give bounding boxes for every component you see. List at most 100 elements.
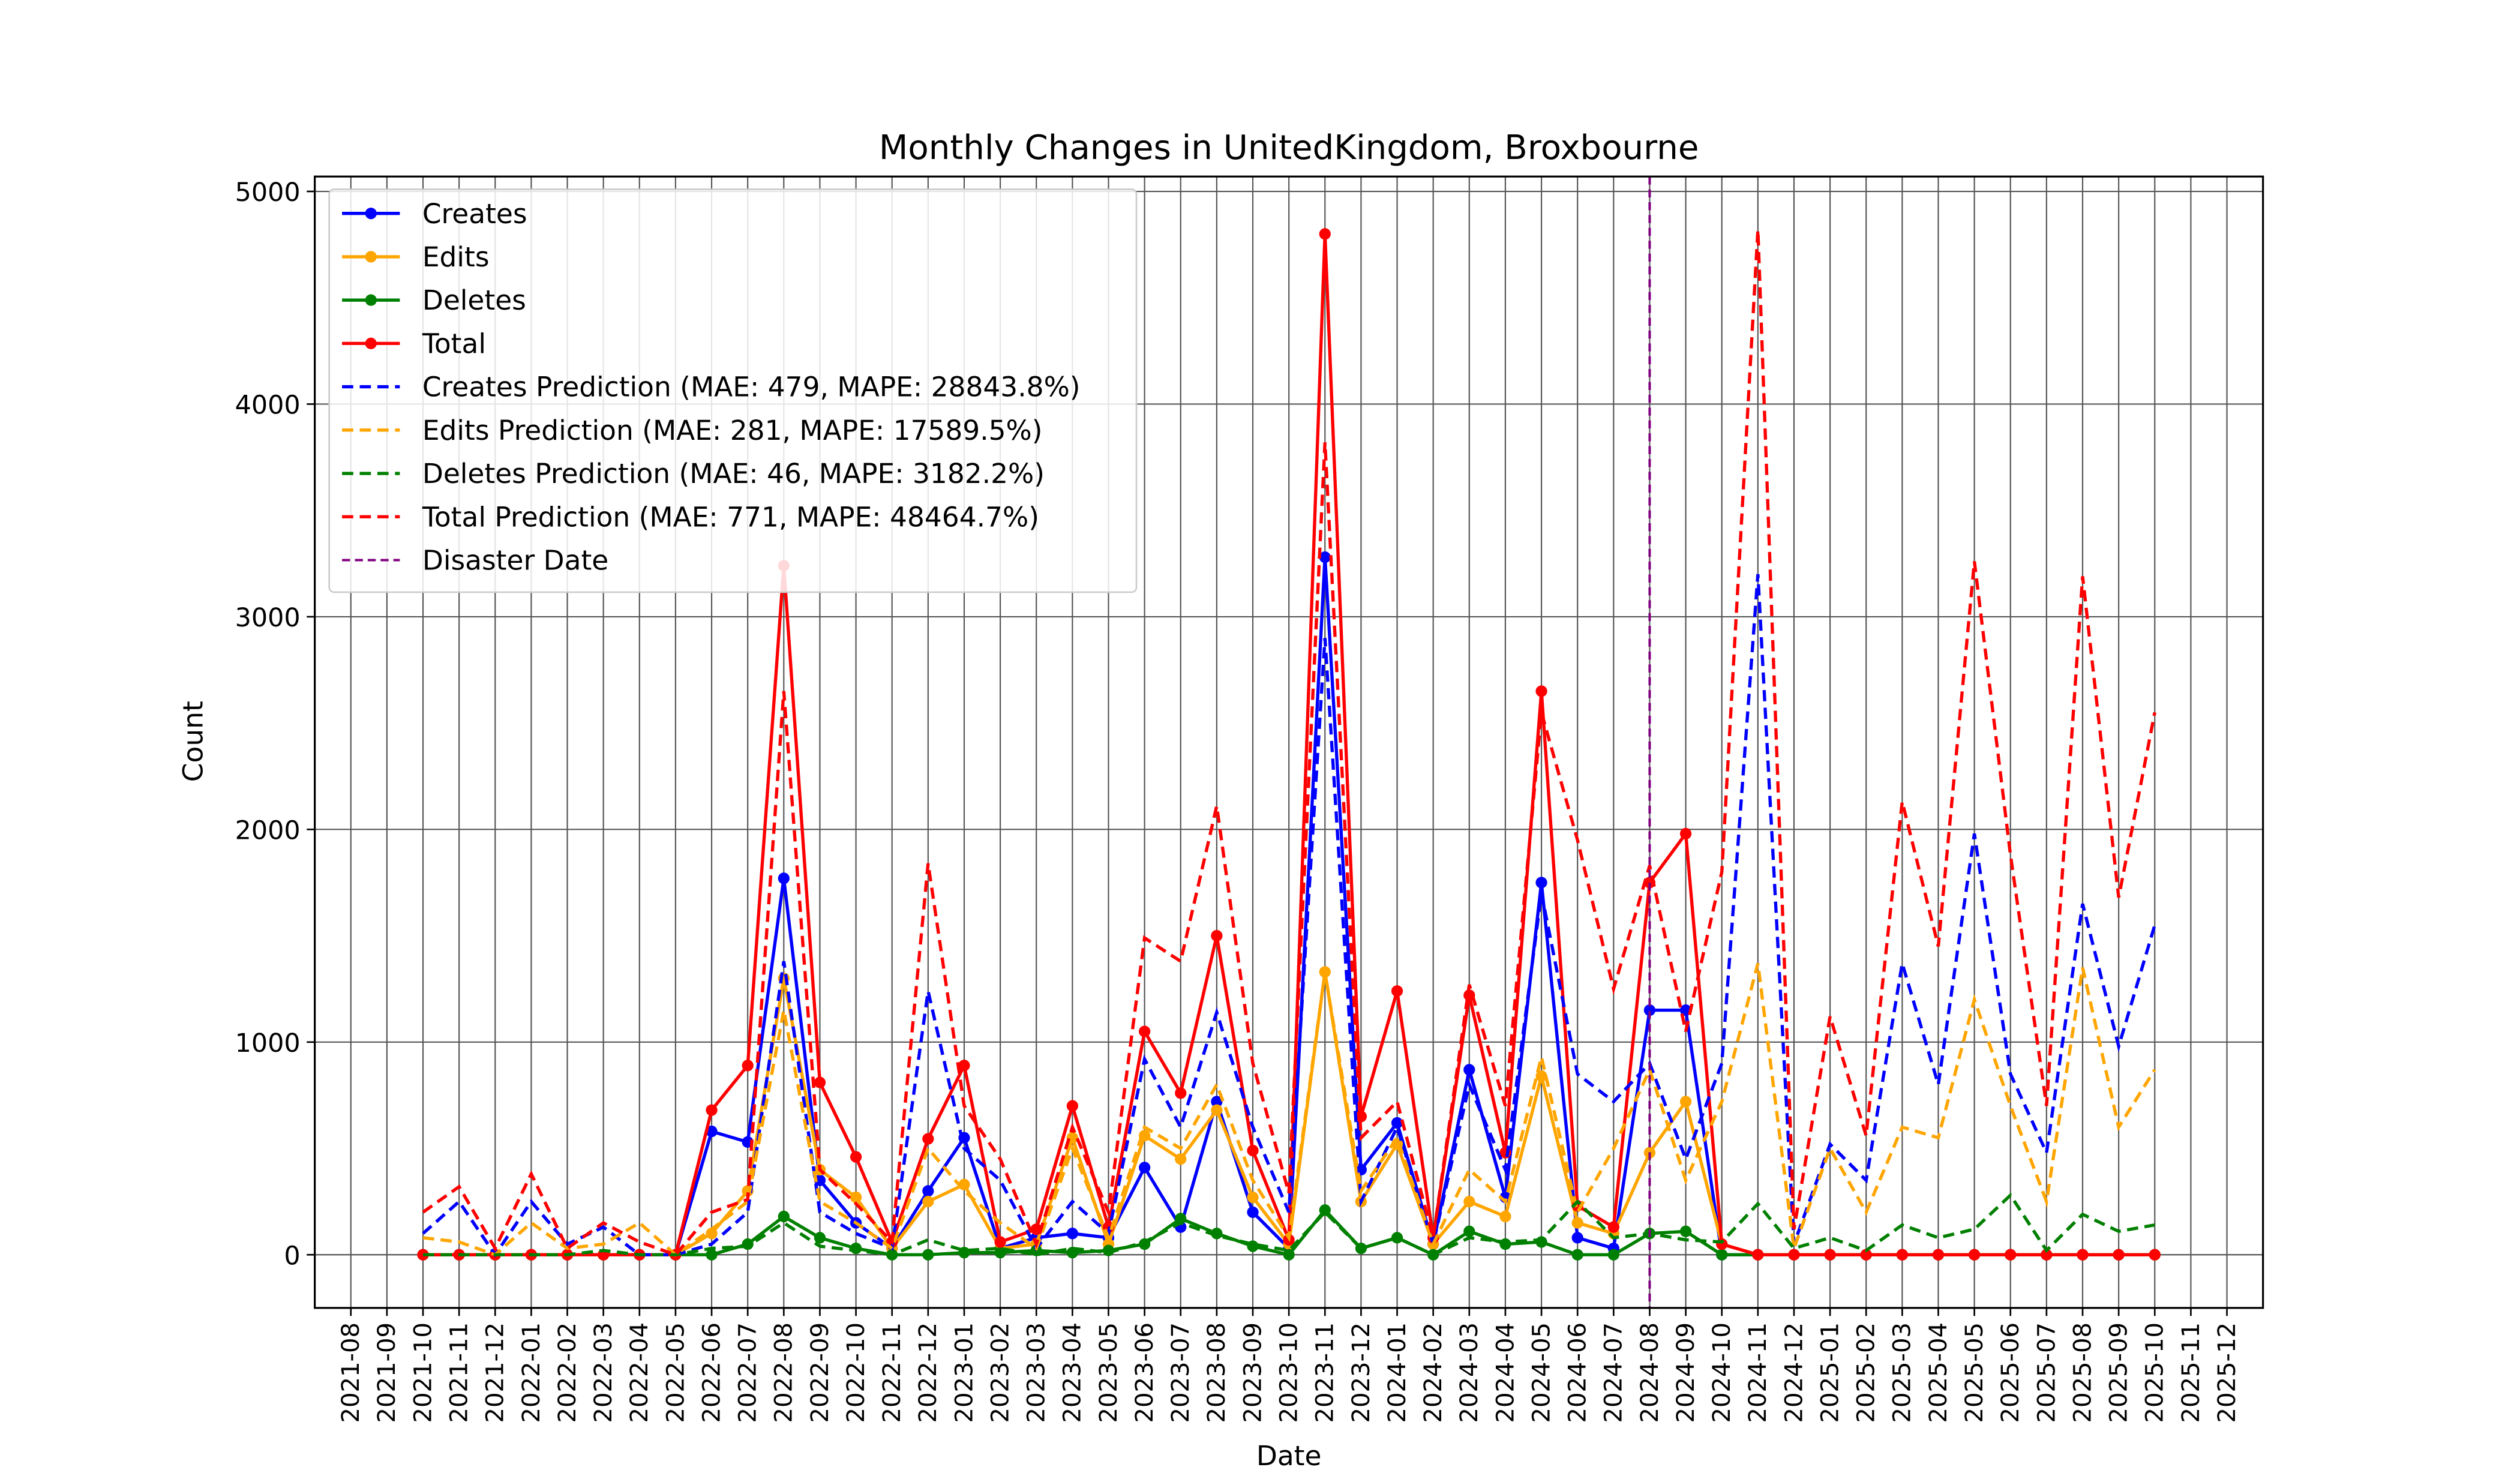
legend-label: Creates — [422, 198, 527, 230]
x-tick-label: 2024-02 — [1420, 1322, 1447, 1423]
data-point — [1679, 1096, 1692, 1108]
data-point — [1319, 551, 1331, 563]
data-point — [1896, 1249, 1908, 1261]
data-point — [1535, 685, 1547, 697]
legend-label: Creates Prediction (MAE: 479, MAPE: 2884… — [422, 371, 1081, 403]
data-point — [1319, 1204, 1331, 1216]
data-point — [1391, 985, 1403, 997]
legend-marker — [365, 208, 377, 220]
x-tick-label: 2023-04 — [1059, 1322, 1087, 1423]
data-point — [1571, 1249, 1583, 1261]
x-tick-label: 2025-01 — [1816, 1322, 1844, 1423]
x-tick-label: 2024-10 — [1708, 1322, 1736, 1423]
x-tick-label: 2023-07 — [1167, 1322, 1195, 1423]
x-tick-label: 2022-05 — [662, 1322, 689, 1423]
series-line — [422, 229, 2156, 1257]
chart-title: Monthly Changes in UnitedKingdom, Broxbo… — [879, 128, 1699, 167]
y-tick-label: 3000 — [235, 603, 301, 633]
data-point — [922, 1133, 934, 1145]
x-tick-label: 2024-07 — [1600, 1322, 1628, 1423]
y-tick-label: 5000 — [235, 178, 301, 208]
x-tick-label: 2022-04 — [626, 1322, 653, 1423]
x-tick-label: 2023-02 — [986, 1322, 1014, 1423]
data-point — [958, 1060, 970, 1072]
data-point — [1571, 1232, 1583, 1244]
x-tick-label: 2022-08 — [770, 1322, 798, 1423]
x-tick-label: 2025-09 — [2105, 1322, 2133, 1423]
data-point — [922, 1185, 934, 1197]
data-point — [706, 1228, 718, 1240]
data-point — [1138, 1025, 1151, 1037]
x-tick-label: 2022-09 — [806, 1322, 834, 1423]
legend: Creates Edits Deletes Total Creates Predicti… — [328, 188, 1138, 593]
data-point — [1607, 1221, 1619, 1233]
data-point — [1571, 1217, 1583, 1229]
data-point — [1211, 1096, 1223, 1108]
data-point — [1932, 1249, 1945, 1261]
data-point — [1968, 1249, 1981, 1261]
data-point — [1607, 1249, 1619, 1261]
x-tick-label: 2024-08 — [1636, 1322, 1664, 1423]
x-tick-label: 2025-08 — [2069, 1322, 2096, 1423]
x-tick-label: 2025-05 — [1961, 1322, 1988, 1423]
x-tick-label: 2021-10 — [409, 1322, 437, 1423]
y-axis-label: Count — [177, 701, 209, 782]
x-tick-label: 2025-04 — [1925, 1322, 1952, 1423]
data-point — [742, 1060, 754, 1072]
data-point — [1066, 1228, 1078, 1240]
x-tick-label: 2022-07 — [734, 1322, 762, 1423]
data-point — [1535, 1070, 1547, 1082]
x-tick-label: 2021-12 — [482, 1322, 509, 1423]
data-point — [1535, 877, 1547, 889]
x-tick-label: 2023-06 — [1131, 1322, 1159, 1423]
data-point — [1679, 827, 1692, 840]
data-point — [1463, 1196, 1475, 1208]
x-tick-label: 2023-01 — [950, 1322, 978, 1423]
data-point — [1066, 1100, 1078, 1112]
x-tick-label: 2025-03 — [1889, 1322, 1916, 1423]
x-tick-label: 2024-01 — [1384, 1322, 1411, 1423]
data-point — [1247, 1144, 1259, 1157]
x-tick-label: 2023-09 — [1239, 1322, 1267, 1423]
x-tick-label: 2023-05 — [1095, 1322, 1123, 1423]
data-point — [742, 1238, 754, 1250]
series-line — [422, 962, 2156, 1257]
data-point — [2149, 1249, 2161, 1261]
y-tick-label: 2000 — [235, 815, 301, 845]
x-tick-label: 2021-08 — [337, 1322, 365, 1423]
data-point — [814, 1174, 826, 1186]
data-point — [814, 1232, 826, 1244]
series-line — [422, 574, 2156, 1258]
y-tick-label: 1000 — [235, 1028, 301, 1058]
x-tick-label: 2024-03 — [1456, 1322, 1483, 1423]
x-tick-label: 2023-11 — [1312, 1322, 1339, 1423]
legend-marker — [365, 294, 377, 306]
legend-label: Deletes Prediction (MAE: 46, MAPE: 3182.… — [422, 458, 1045, 490]
data-point — [1355, 1111, 1367, 1123]
legend-label: Total — [422, 328, 486, 359]
data-point — [1283, 1249, 1295, 1261]
x-tick-label: 2021-11 — [446, 1322, 473, 1423]
legend-label: Edits Prediction (MAE: 281, MAPE: 17589.… — [422, 415, 1043, 446]
data-point — [778, 1210, 790, 1223]
data-point — [2077, 1249, 2089, 1261]
data-point — [2041, 1249, 2053, 1261]
data-point — [1824, 1249, 1836, 1261]
y-tick-label: 4000 — [235, 391, 301, 421]
data-point — [706, 1249, 718, 1261]
x-tick-label: 2024-06 — [1564, 1322, 1592, 1423]
legend-label: Deletes — [422, 284, 526, 316]
data-point — [994, 1236, 1006, 1248]
x-tick-label: 2022-10 — [842, 1322, 870, 1423]
legend-label: Disaster Date — [422, 545, 608, 577]
data-point — [1463, 1225, 1475, 1237]
data-point — [850, 1191, 862, 1204]
data-point — [1211, 1104, 1223, 1116]
y-tick-label: 0 — [284, 1241, 300, 1271]
data-point — [1752, 1249, 1764, 1261]
data-point — [1211, 1228, 1223, 1240]
x-tick-label: 2024-12 — [1780, 1322, 1808, 1423]
data-point — [1247, 1191, 1259, 1204]
